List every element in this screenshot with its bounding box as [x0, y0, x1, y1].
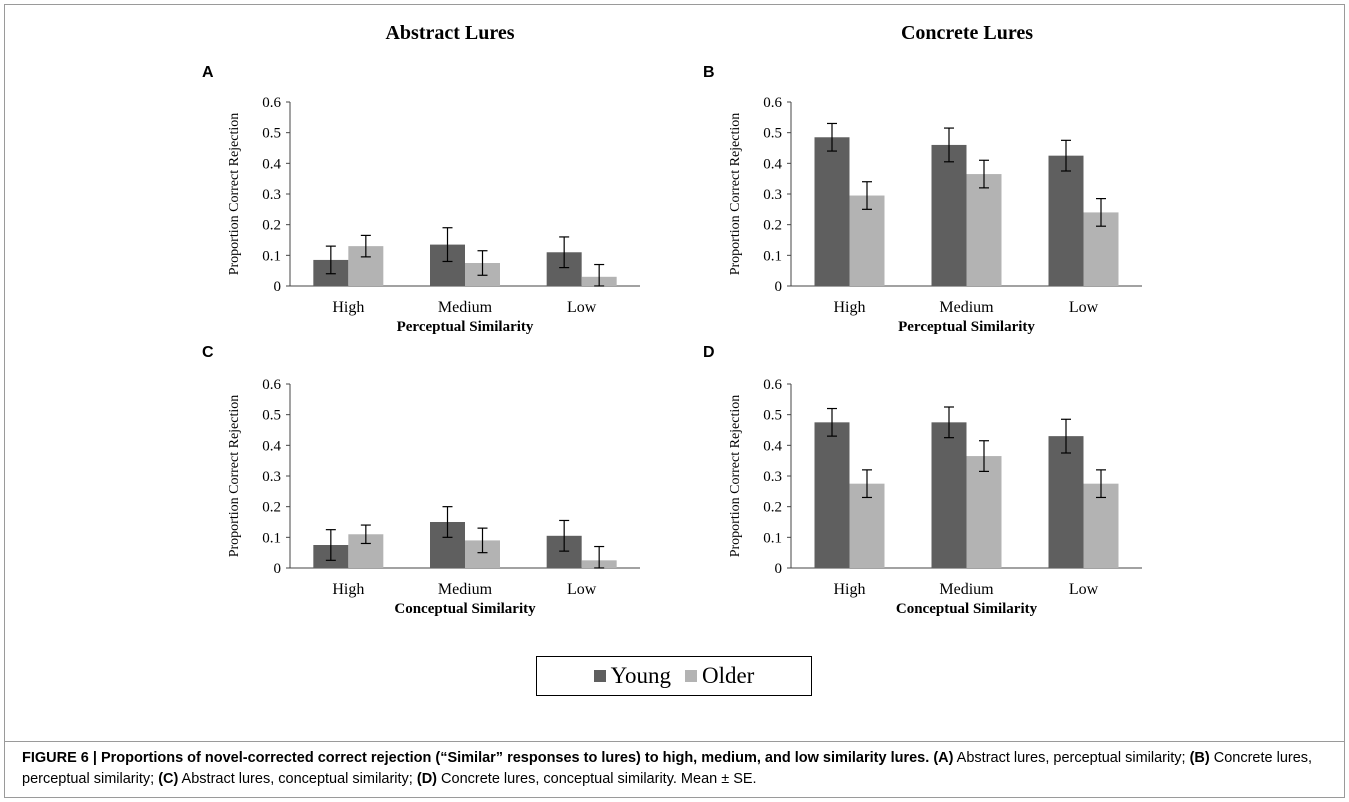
y-tick-label-d-6: 0.6	[763, 377, 782, 393]
y-axis-label-c: Proportion Correct Rejection	[227, 395, 242, 558]
x-axis-label-d: Conceptual Similarity	[896, 601, 1038, 617]
y-tick-label-b-4: 0.4	[763, 156, 782, 172]
y-tick-label-d-4: 0.4	[763, 438, 782, 454]
y-tick-label-a-1: 0.1	[262, 248, 281, 264]
x-tick-label-a-medium: Medium	[438, 299, 493, 316]
x-tick-label-b-medium: Medium	[939, 299, 994, 316]
caption-label-d: (D)	[416, 771, 438, 787]
y-tick-label-b-3: 0.3	[763, 187, 782, 203]
y-tick-label-a-4: 0.4	[262, 156, 281, 172]
caption-text-c: Abstract lures, conceptual similarity;	[178, 771, 417, 787]
y-tick-label-c-0: 0	[274, 561, 282, 577]
y-tick-label-c-5: 0.5	[262, 408, 281, 424]
x-tick-label-d-low: Low	[1069, 581, 1099, 598]
caption-label-a: (A)	[933, 750, 954, 766]
x-axis-label-a: Perceptual Similarity	[397, 319, 534, 335]
column-title-concrete: Concrete Lures	[900, 22, 1033, 44]
y-axis-label-b: Proportion Correct Rejection	[728, 113, 743, 276]
y-tick-label-d-5: 0.5	[763, 408, 782, 424]
x-tick-label-a-low: Low	[567, 299, 597, 316]
panel-letter-d: D	[703, 344, 715, 361]
x-tick-label-b-low: Low	[1069, 299, 1099, 316]
y-tick-label-a-5: 0.5	[262, 126, 281, 142]
caption-text-d: Concrete lures, conceptual similarity. M…	[437, 771, 757, 787]
y-tick-label-a-0: 0	[274, 279, 282, 295]
panel-letter-c: C	[202, 344, 214, 361]
y-tick-label-c-3: 0.3	[262, 469, 281, 485]
caption-divider	[4, 741, 1345, 742]
y-axis-label-a: Proportion Correct Rejection	[227, 113, 242, 276]
x-axis-label-c: Conceptual Similarity	[394, 601, 536, 617]
x-tick-label-a-high: High	[332, 299, 364, 316]
legend-label-young: Young	[610, 663, 671, 688]
x-tick-label-d-high: High	[834, 581, 866, 598]
legend-item-older: Older	[684, 663, 755, 689]
x-axis-label-b: Perceptual Similarity	[898, 319, 1035, 335]
y-tick-label-d-3: 0.3	[763, 469, 782, 485]
bar-b-young-medium	[931, 144, 967, 286]
legend-swatch-young	[593, 670, 606, 682]
y-tick-label-a-3: 0.3	[262, 187, 281, 203]
x-tick-label-b-high: High	[834, 299, 866, 316]
y-tick-label-b-5: 0.5	[763, 126, 782, 142]
y-tick-label-b-1: 0.1	[763, 248, 782, 264]
legend-item-young: Young	[593, 663, 671, 689]
bar-b-young-low	[1048, 155, 1084, 286]
y-tick-label-c-2: 0.2	[262, 500, 281, 516]
caption-label-b: (B)	[1189, 750, 1210, 766]
y-tick-label-d-1: 0.1	[763, 530, 782, 546]
legend-swatch-older	[684, 670, 697, 682]
x-tick-label-c-low: Low	[567, 581, 597, 598]
legend-label-older: Older	[701, 663, 755, 688]
caption-text-b: Concrete lures, perceptual similarity;	[22, 750, 1313, 787]
y-tick-label-b-0: 0	[775, 279, 783, 295]
x-tick-label-d-medium: Medium	[939, 581, 994, 598]
y-tick-label-d-0: 0	[775, 561, 783, 577]
y-tick-label-b-6: 0.6	[763, 95, 782, 111]
panel-letter-b: B	[703, 64, 715, 81]
y-tick-label-c-4: 0.4	[262, 438, 281, 454]
x-tick-label-c-medium: Medium	[438, 581, 493, 598]
bar-d-older-medium	[966, 456, 1002, 568]
bar-d-young-medium	[931, 422, 967, 568]
y-tick-label-c-1: 0.1	[262, 530, 281, 546]
caption-lead: FIGURE 6 | Proportions of novel-correcte…	[22, 750, 930, 766]
bar-d-young-high	[814, 422, 850, 568]
caption-label-c: (C)	[158, 771, 179, 787]
y-tick-label-b-2: 0.2	[763, 218, 782, 234]
y-axis-label-d: Proportion Correct Rejection	[728, 395, 743, 558]
column-title-abstract: Abstract Lures	[385, 22, 515, 44]
bar-b-older-high	[849, 195, 885, 286]
bar-d-young-low	[1048, 436, 1084, 568]
y-tick-label-c-6: 0.6	[262, 377, 281, 393]
y-tick-label-a-6: 0.6	[262, 95, 281, 111]
caption-text-a: Abstract lures, perceptual similarity;	[953, 750, 1190, 766]
bar-b-older-medium	[966, 174, 1002, 286]
x-tick-label-c-high: High	[332, 581, 364, 598]
legend: Young Older	[536, 656, 812, 696]
figure-caption: FIGURE 6 | Proportions of novel-correcte…	[22, 748, 1332, 790]
panel-letter-a: A	[202, 64, 214, 81]
y-tick-label-a-2: 0.2	[262, 218, 281, 234]
y-tick-label-d-2: 0.2	[763, 500, 782, 516]
bar-b-young-high	[814, 137, 850, 286]
